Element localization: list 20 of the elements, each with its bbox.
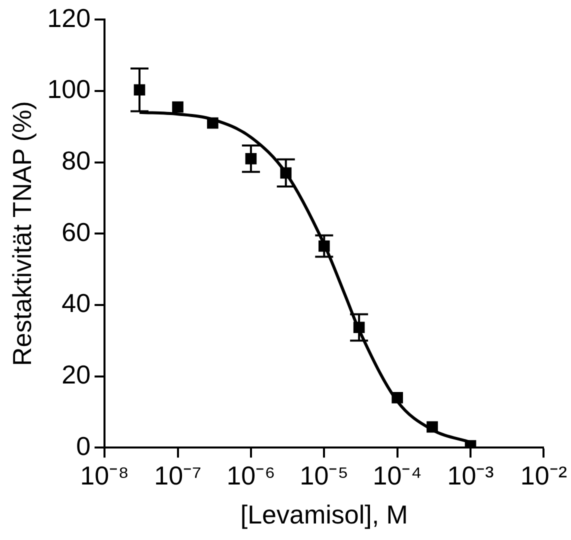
y-tick-label: 40 <box>62 288 91 318</box>
y-tick-label: 80 <box>62 145 91 176</box>
x-tick-label: 10⁻⁷ <box>154 460 202 490</box>
y-axis-title: Restaktivität TNAP (%) <box>6 101 37 366</box>
x-tick-label: 10⁻² <box>520 460 568 490</box>
y-tick-label: 0 <box>76 430 91 461</box>
y-tick-label: 120 <box>47 2 91 33</box>
x-tick-label: 10⁻⁵ <box>300 460 348 490</box>
point <box>426 421 438 433</box>
x-tick-label: 10⁻³ <box>447 460 494 490</box>
y-tick-label: 20 <box>62 359 91 390</box>
x-tick-label: 10⁻⁴ <box>372 460 422 490</box>
point <box>207 117 218 129</box>
x-axis-title: [Levamisol], M <box>240 500 408 530</box>
point <box>172 101 184 113</box>
y-tick-label: 60 <box>62 216 91 247</box>
x-tick-label: 10⁻⁸ <box>80 460 130 490</box>
x-tick-label: 10⁻⁶ <box>226 460 276 490</box>
y-tick-label: 100 <box>47 74 91 104</box>
point <box>392 392 403 404</box>
